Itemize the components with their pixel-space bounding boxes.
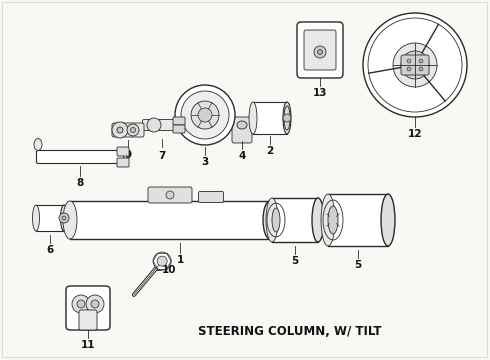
Text: 2: 2	[267, 146, 273, 156]
FancyBboxPatch shape	[297, 22, 343, 78]
Ellipse shape	[312, 198, 324, 242]
Circle shape	[147, 118, 161, 132]
Circle shape	[181, 91, 229, 139]
Circle shape	[419, 67, 423, 71]
Text: 1: 1	[176, 255, 184, 265]
Text: 6: 6	[47, 245, 53, 255]
Circle shape	[77, 300, 85, 308]
FancyBboxPatch shape	[36, 150, 123, 163]
Text: 13: 13	[313, 88, 327, 98]
Circle shape	[198, 108, 212, 122]
FancyBboxPatch shape	[401, 55, 429, 75]
Circle shape	[157, 256, 167, 266]
Ellipse shape	[32, 205, 40, 231]
FancyBboxPatch shape	[112, 123, 144, 137]
Circle shape	[363, 13, 467, 117]
FancyBboxPatch shape	[173, 125, 185, 133]
FancyBboxPatch shape	[66, 286, 110, 330]
Circle shape	[112, 122, 128, 138]
Circle shape	[393, 43, 437, 87]
Text: 5: 5	[292, 256, 298, 266]
Circle shape	[283, 114, 291, 122]
FancyBboxPatch shape	[173, 117, 185, 125]
Ellipse shape	[272, 208, 280, 232]
Text: 5: 5	[354, 260, 362, 270]
FancyBboxPatch shape	[79, 310, 97, 330]
Text: 4: 4	[238, 151, 245, 161]
Ellipse shape	[381, 194, 395, 246]
Circle shape	[318, 50, 322, 54]
FancyBboxPatch shape	[148, 187, 192, 203]
Ellipse shape	[249, 102, 257, 134]
Circle shape	[175, 85, 235, 145]
Ellipse shape	[60, 205, 68, 231]
Circle shape	[314, 46, 326, 58]
FancyBboxPatch shape	[304, 30, 336, 70]
Circle shape	[59, 213, 69, 223]
Circle shape	[62, 216, 66, 220]
Ellipse shape	[266, 198, 278, 242]
Ellipse shape	[63, 201, 77, 239]
Circle shape	[153, 252, 171, 270]
FancyBboxPatch shape	[117, 147, 129, 156]
FancyBboxPatch shape	[36, 205, 64, 231]
FancyBboxPatch shape	[253, 102, 287, 134]
Circle shape	[72, 295, 90, 313]
FancyBboxPatch shape	[70, 201, 270, 239]
Circle shape	[127, 124, 139, 136]
Text: 9: 9	[124, 150, 131, 160]
FancyBboxPatch shape	[232, 117, 252, 143]
Ellipse shape	[328, 206, 338, 234]
Ellipse shape	[321, 194, 335, 246]
Ellipse shape	[237, 121, 247, 129]
FancyBboxPatch shape	[272, 198, 318, 242]
Circle shape	[407, 59, 411, 63]
FancyBboxPatch shape	[198, 192, 223, 202]
Text: STEERING COLUMN, W/ TILT: STEERING COLUMN, W/ TILT	[198, 325, 382, 338]
Ellipse shape	[284, 106, 290, 130]
Circle shape	[407, 67, 411, 71]
FancyBboxPatch shape	[117, 158, 129, 167]
Ellipse shape	[263, 201, 277, 239]
Circle shape	[86, 295, 104, 313]
Text: 7: 7	[158, 151, 166, 161]
Circle shape	[191, 101, 219, 129]
Text: 3: 3	[201, 157, 209, 167]
FancyBboxPatch shape	[143, 120, 181, 131]
Ellipse shape	[283, 102, 291, 134]
Text: 8: 8	[76, 178, 84, 188]
Circle shape	[166, 191, 174, 199]
Circle shape	[91, 300, 99, 308]
Ellipse shape	[34, 139, 42, 150]
Text: 10: 10	[162, 265, 176, 275]
FancyBboxPatch shape	[328, 194, 388, 246]
Circle shape	[130, 127, 136, 132]
Circle shape	[419, 59, 423, 63]
Circle shape	[117, 127, 123, 133]
Text: 12: 12	[408, 129, 422, 139]
Circle shape	[401, 51, 429, 79]
Text: 11: 11	[81, 340, 95, 350]
